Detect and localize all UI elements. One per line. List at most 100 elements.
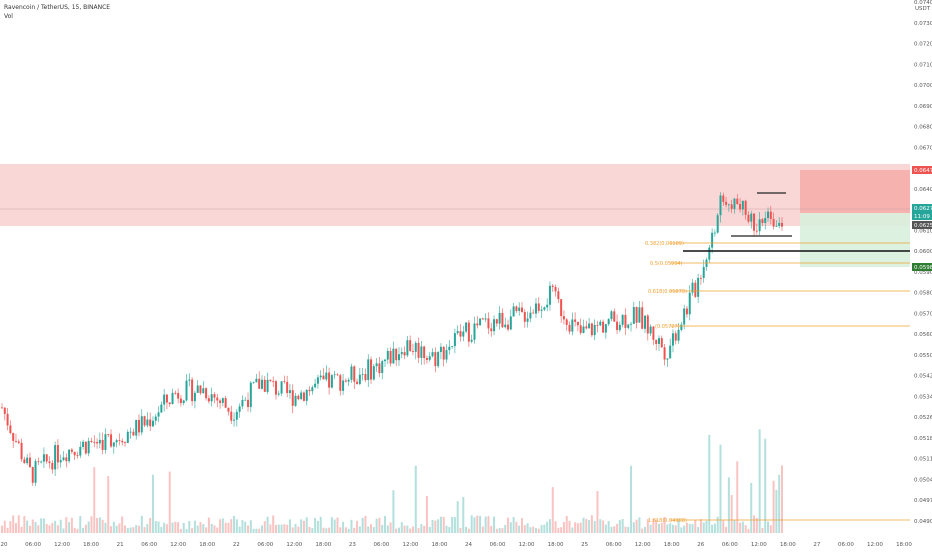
candle-body <box>118 440 121 441</box>
candle-body <box>420 346 423 358</box>
volume-bar <box>576 523 579 533</box>
stop-price-tag-bg <box>912 166 932 174</box>
volume-bar <box>252 528 255 533</box>
volume-bar <box>582 517 585 533</box>
volume-bar <box>437 519 440 533</box>
volume-bar <box>657 523 660 533</box>
volume-bar <box>649 524 652 533</box>
volume-bar <box>247 525 250 533</box>
volume-bar <box>51 522 54 533</box>
volume-bar <box>146 524 149 533</box>
candle-body <box>453 333 456 347</box>
volume-bar <box>140 515 143 533</box>
volume-bar <box>319 516 322 533</box>
candle-body <box>280 381 283 394</box>
volume-bar <box>191 528 194 533</box>
volume-bar <box>691 523 694 533</box>
volume-bar <box>42 518 45 533</box>
candle-body <box>316 377 319 384</box>
candle-body <box>269 379 272 382</box>
candle-body <box>456 331 459 334</box>
volume-bar <box>663 516 666 533</box>
volume-bar <box>132 527 135 533</box>
candle-body <box>501 312 504 328</box>
volume-bar <box>76 528 79 533</box>
volume-bar <box>490 525 493 533</box>
volume-bar <box>495 528 498 533</box>
candle-body <box>90 440 93 442</box>
volume-bar <box>104 522 107 533</box>
volume-bar <box>624 526 627 533</box>
resistance-zone <box>0 164 910 226</box>
candle-body <box>227 407 230 412</box>
volume-bar <box>420 524 423 533</box>
volume-bar <box>291 527 294 533</box>
candle-body <box>739 204 742 210</box>
time-tick-label: 06:00 <box>606 542 622 548</box>
volume-bar <box>546 521 549 533</box>
volume-bar <box>635 519 638 533</box>
volume-bar <box>249 520 252 533</box>
candle-body <box>28 457 31 467</box>
candle-body <box>403 352 406 356</box>
volume-bar <box>400 522 403 533</box>
candle-body <box>140 416 143 433</box>
candle-body <box>727 204 730 206</box>
candle-body <box>540 309 543 311</box>
candle-body <box>657 338 660 344</box>
candle-body <box>216 397 219 401</box>
volume-bar <box>177 522 180 533</box>
volume-bar <box>378 517 381 533</box>
volume-bar <box>557 527 560 533</box>
volume-bar <box>713 523 716 533</box>
volume-bar <box>224 522 227 533</box>
candle-body <box>576 321 579 326</box>
candle-body <box>741 200 744 210</box>
volume-bar <box>101 519 104 533</box>
candle-body <box>479 318 482 326</box>
candle-body <box>750 213 753 222</box>
volume-bar <box>216 527 219 533</box>
candle-body <box>772 218 775 227</box>
volume-bar <box>666 524 669 533</box>
volume-bar <box>632 522 635 533</box>
volume-bar <box>364 515 367 533</box>
volume-bar <box>255 528 258 533</box>
volume-bar <box>339 527 342 533</box>
volume-bar <box>744 525 747 533</box>
volume-bar <box>585 518 588 533</box>
candle-body <box>336 374 339 376</box>
volume-bar <box>711 524 714 533</box>
volume-bar <box>409 528 412 533</box>
candle-body <box>526 318 529 322</box>
volume-bar <box>518 525 521 533</box>
volume-bar <box>593 520 596 533</box>
candle-body <box>459 331 462 337</box>
candle-body <box>107 434 110 436</box>
time-tick-label: 12:00 <box>54 542 70 548</box>
volume-bar <box>48 525 51 533</box>
volume-bar <box>660 522 663 533</box>
candle-body <box>389 350 392 364</box>
volume-bar <box>532 526 535 533</box>
candle-body <box>322 375 325 380</box>
candle-body <box>165 394 168 403</box>
volume-bar <box>716 516 719 533</box>
candle-body <box>272 381 275 382</box>
candle-body <box>767 211 770 219</box>
candle-body <box>560 299 563 317</box>
volume-bar <box>705 520 708 533</box>
volume-bar <box>347 528 350 533</box>
candle-body <box>235 411 238 420</box>
volume-bar <box>384 516 387 533</box>
volume-bar <box>680 527 683 533</box>
volume-bar <box>476 515 479 533</box>
candle-body <box>680 324 683 330</box>
candle-body <box>241 399 244 407</box>
